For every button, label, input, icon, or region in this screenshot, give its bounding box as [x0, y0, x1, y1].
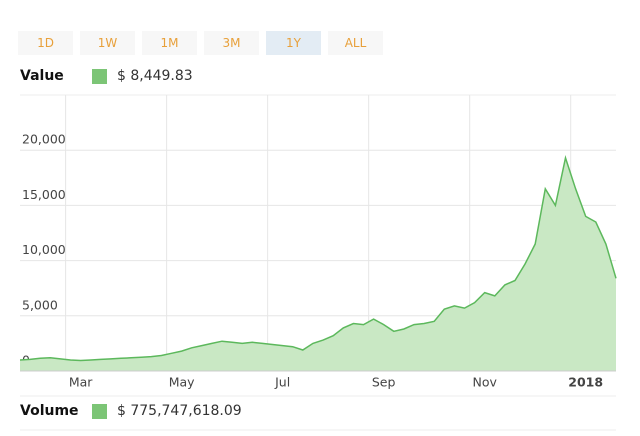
y-tick-label: 15,000 — [22, 187, 66, 202]
price-line — [19, 155, 617, 362]
volume-swatch — [92, 403, 107, 419]
x-tick-label: Sep — [372, 375, 396, 390]
value-row: Value $ 8,449.83 — [20, 68, 193, 84]
volume-display: $ 775,747,618.09 — [117, 403, 242, 419]
range-button[interactable]: 1D — [18, 31, 73, 55]
volume-row: Volume $ 775,747,618.09 — [20, 403, 242, 419]
range-button[interactable]: 1W — [80, 31, 135, 55]
y-tick-label: 20,000 — [22, 132, 66, 147]
value-swatch — [92, 68, 107, 84]
x-tick-label: May — [169, 375, 195, 390]
range-button[interactable]: 3M — [204, 31, 259, 55]
range-button[interactable]: 1Y — [266, 31, 321, 55]
y-tick-label: 5,000 — [22, 297, 58, 312]
x-tick-label: Jul — [274, 375, 290, 390]
value-label: Value — [20, 68, 64, 84]
y-tick-label: 10,000 — [22, 242, 66, 257]
x-tick-label: Mar — [69, 375, 93, 390]
value-display: $ 8,449.83 — [117, 68, 193, 84]
area-fill — [20, 157, 616, 371]
x-tick-label: 2018 — [568, 375, 603, 390]
range-button[interactable]: ALL — [328, 31, 383, 55]
x-tick-label: Nov — [472, 375, 497, 390]
range-buttons: 1D 1W 1M 3M 1Y ALL — [18, 31, 383, 55]
range-button[interactable]: 1M — [142, 31, 197, 55]
volume-label: Volume — [20, 403, 79, 419]
